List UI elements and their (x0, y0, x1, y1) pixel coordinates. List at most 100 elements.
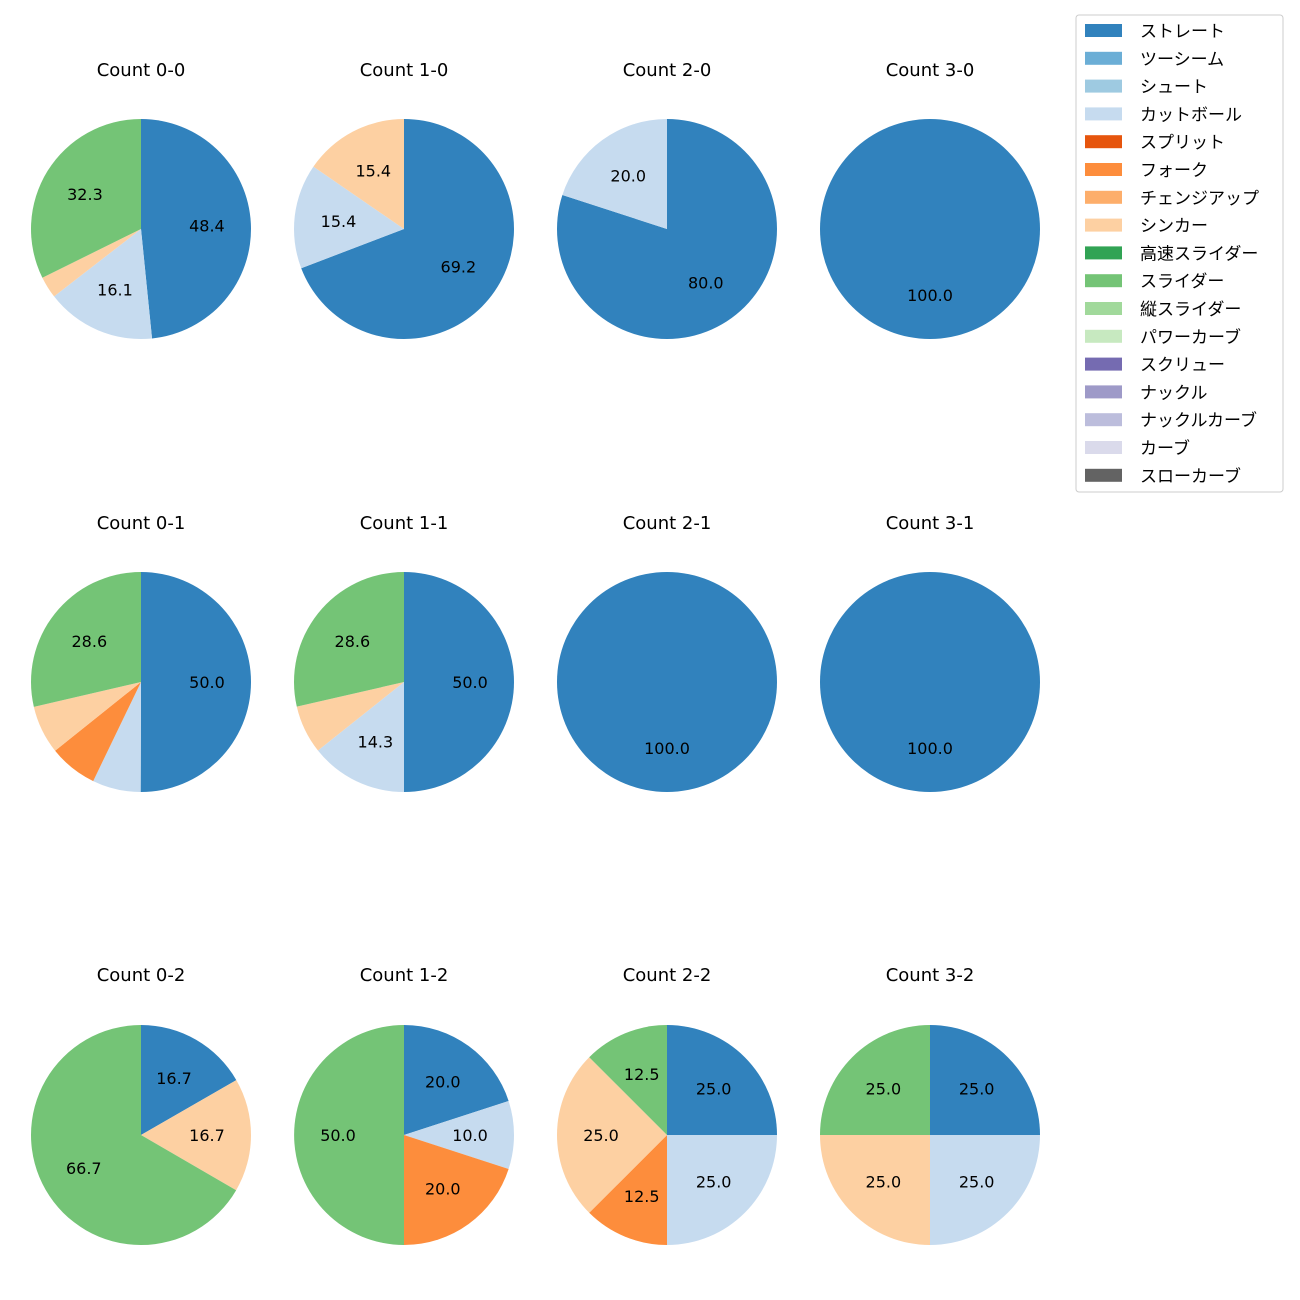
pie-chart: Count 2-0 80.0 20.0 (556, 60, 777, 339)
pie-chart: Count 1-0 69.2 15.4 15.4 (294, 60, 514, 339)
legend-label: フォーク (1140, 161, 1208, 181)
slice-value-label: 12.5 (624, 1065, 660, 1084)
legend-label: ツーシーム (1140, 50, 1224, 70)
slice-value-label: 25.0 (696, 1173, 732, 1192)
legend-box (1075, 14, 1284, 493)
pie-chart: Count 2-2 25.0 25.0 12.5 25.0 12.5 (556, 965, 777, 1245)
slice-value-label: 50.0 (320, 1126, 356, 1145)
legend-label: ナックルカーブ (1140, 410, 1257, 431)
pie-chart: Count 3-0 100.0 (820, 60, 1040, 339)
legend-swatch (1085, 329, 1122, 343)
pie-slice (294, 1025, 404, 1245)
pie-slice (557, 572, 777, 792)
chart-title: Count 3-0 (886, 60, 975, 81)
slice-value-label: 20.0 (610, 167, 646, 186)
pie-slice (404, 572, 514, 792)
slice-value-label: 20.0 (425, 1179, 461, 1198)
slice-value-label: 25.0 (696, 1079, 732, 1098)
legend-item: スクリュー (1085, 356, 1225, 376)
legend-swatch (1085, 468, 1122, 482)
pie-slice (556, 1057, 667, 1213)
legend-label: 縦スライダー (1140, 300, 1241, 320)
pie-slice (667, 1025, 777, 1135)
legend-label: スプリット (1140, 133, 1225, 153)
slice-value-label: 25.0 (866, 1173, 902, 1192)
legend-swatch (1085, 441, 1122, 454)
pie-slice (404, 1135, 509, 1245)
legend-item: カットボール (1085, 105, 1242, 125)
pie-slice (294, 166, 404, 269)
legend-label: スローカーブ (1140, 466, 1241, 487)
pie-slice (820, 1135, 930, 1245)
pie-slice (93, 682, 141, 792)
slice-value-label: 15.4 (321, 212, 357, 231)
chart-title: Count 3-1 (886, 513, 975, 534)
pie-chart: Count 1-1 50.0 14.3 28.6 (294, 513, 514, 792)
legend-swatch (1085, 274, 1122, 288)
slice-value-label: 25.0 (959, 1173, 995, 1192)
slice-value-label: 12.5 (624, 1187, 660, 1206)
pie-chart: Count 1-2 20.0 10.0 20.0 50.0 (294, 965, 514, 1245)
chart-title: Count 0-0 (97, 60, 186, 81)
legend-item: スライダー (1085, 272, 1224, 292)
pie-slice (930, 1025, 1040, 1135)
slice-value-label: 50.0 (452, 673, 488, 692)
legend-item: ナックル (1085, 383, 1208, 403)
pie-slice (296, 682, 404, 751)
legend: ストレートツーシームシュートカットボールスプリットフォークチェンジアップシンカー… (1075, 14, 1284, 493)
slice-value-label: 16.1 (97, 281, 133, 300)
pie-slice (54, 229, 153, 339)
chart-title: Count 0-1 (97, 513, 186, 534)
legend-swatch (1085, 385, 1122, 399)
legend-swatch (1085, 246, 1122, 260)
legend-label: カットボール (1140, 105, 1242, 125)
legend-item: パワーカーブ (1085, 327, 1241, 348)
slice-value-label: 16.7 (189, 1126, 225, 1145)
slice-value-label: 16.7 (156, 1069, 192, 1088)
slice-value-label: 28.6 (335, 632, 371, 651)
legend-item: カーブ (1085, 438, 1190, 459)
pie-slice (30, 1025, 237, 1246)
legend-label: ナックル (1140, 383, 1208, 403)
pie-slice (820, 572, 1040, 792)
legend-label: ストレート (1140, 22, 1225, 42)
chart-title: Count 2-0 (623, 60, 712, 81)
pie-chart: Count 3-1 100.0 (820, 513, 1040, 792)
legend-swatch (1085, 413, 1122, 427)
legend-item: チェンジアップ (1085, 189, 1259, 209)
legend-label: シンカー (1140, 217, 1208, 237)
legend-item: ナックルカーブ (1085, 410, 1257, 431)
chart-title: Count 0-2 (97, 965, 186, 986)
pie-slice (820, 119, 1040, 339)
pie-slice (55, 682, 141, 782)
slice-value-label: 48.4 (189, 217, 225, 236)
legend-swatch (1085, 107, 1122, 121)
pie-slice (313, 119, 404, 229)
legend-item: 高速スライダー (1085, 244, 1258, 264)
slice-value-label: 10.0 (452, 1126, 488, 1145)
slice-value-label: 100.0 (644, 739, 690, 758)
legend-swatch (1085, 302, 1122, 315)
pie-slice (404, 1101, 514, 1169)
chart-title: Count 1-0 (360, 60, 449, 81)
legend-label: チェンジアップ (1140, 189, 1259, 209)
legend-swatch (1085, 135, 1122, 149)
legend-label: 高速スライダー (1140, 244, 1258, 264)
legend-item: 縦スライダー (1085, 300, 1241, 320)
pie-slice (31, 119, 141, 278)
slice-value-label: 15.4 (355, 162, 391, 181)
pie-slice (589, 1135, 667, 1245)
legend-swatch (1085, 79, 1122, 93)
pie-slice (31, 572, 142, 707)
slice-value-label: 32.3 (67, 185, 103, 204)
slice-value-label: 100.0 (907, 286, 953, 305)
pie-slice (404, 1025, 509, 1135)
slice-value-label: 100.0 (907, 739, 953, 758)
pie-slice (33, 682, 142, 751)
pie-charts-grid: Count 0-0 48.4 16.1 32.3 Count 1-0 69.2 15.4 15… (30, 60, 1040, 1246)
legend-item: シュート (1085, 78, 1208, 98)
slice-value-label: 50.0 (189, 673, 225, 692)
pie-slice (301, 119, 514, 339)
pie-slice (140, 572, 252, 793)
